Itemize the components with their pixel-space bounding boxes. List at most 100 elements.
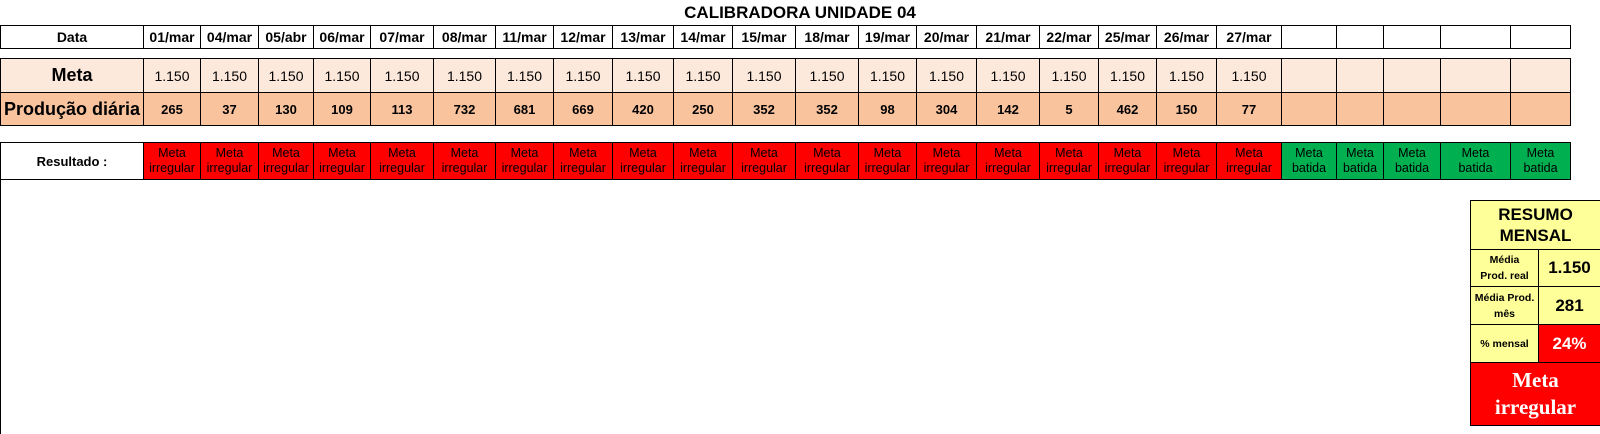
producao-cell: 109: [313, 92, 371, 126]
producao-cell: 250: [673, 92, 733, 126]
date-cell: 20/mar: [916, 25, 977, 49]
meta-cell: 1.150: [795, 58, 859, 93]
resultado-cell-meta-irregular: Meta irregular: [258, 142, 314, 180]
resultado-line2: irregular: [501, 161, 548, 175]
meta-row: Meta 1.150 1.150 1.150 1.150 1.150 1.150 1.150…: [0, 58, 1571, 93]
producao-cell: 669: [553, 92, 613, 126]
resultado-line2: irregular: [149, 161, 195, 175]
producao-cell: 732: [433, 92, 496, 126]
date-cell: 11/mar: [495, 25, 554, 49]
resultado-cell-meta-irregular: Meta irregular: [553, 142, 613, 180]
resultado-cell-meta-irregular: Meta irregular: [313, 142, 371, 180]
producao-cell: [1336, 92, 1384, 126]
meta-cell: 1.150: [258, 58, 314, 93]
producao-cell: 304: [916, 92, 977, 126]
meta-label: Meta: [0, 58, 144, 93]
pct-mensal-label: % mensal: [1470, 324, 1539, 363]
date-cell: 06/mar: [313, 25, 371, 49]
meta-cell: 1.150: [143, 58, 201, 93]
date-cell: 18/mar: [795, 25, 859, 49]
producao-cell: 113: [370, 92, 434, 126]
date-cell: 13/mar: [612, 25, 674, 49]
media-mes-label-1: Média Prod.: [1474, 291, 1535, 304]
resultado-line1: Meta: [1055, 146, 1083, 160]
resultado-line2: irregular: [560, 161, 606, 175]
meta-cell: 1.150: [916, 58, 977, 93]
resultado-cell-meta-irregular: Meta irregular: [916, 142, 977, 180]
resumo-mensal: RESUMO MENSAL Média Prod. real 1.150 Méd…: [1470, 200, 1600, 426]
resultado-line2: irregular: [441, 161, 488, 175]
resultado-cell-meta-irregular: Meta irregular: [858, 142, 917, 180]
sheet-title: CALIBRADORA UNIDADE 04: [684, 3, 916, 22]
producao-cell: [1510, 92, 1571, 126]
resumo-title-line1: RESUMO: [1498, 205, 1573, 224]
producao-label: Produção diária: [0, 92, 144, 126]
resultado-line2: irregular: [1163, 161, 1210, 175]
resultado-line2: irregular: [206, 161, 253, 175]
resultado-cell-meta-irregular: Meta irregular: [433, 142, 496, 180]
date-cell: [1510, 25, 1571, 49]
resultado-cell-meta-irregular: Meta irregular: [732, 142, 796, 180]
resultado-cell-meta-batida: Meta batida: [1281, 142, 1337, 180]
producao-cell: [1440, 92, 1511, 126]
producao-cell: 98: [858, 92, 917, 126]
resultado-line2: irregular: [985, 161, 1031, 175]
producao-cell: 130: [258, 92, 314, 126]
values-table: Meta 1.150 1.150 1.150 1.150 1.150 1.150 1.150…: [0, 58, 1571, 126]
date-cell: 12/mar: [553, 25, 613, 49]
resultado-line2: batida: [1394, 161, 1430, 175]
date-cell: 07/mar: [370, 25, 434, 49]
producao-cell: 142: [976, 92, 1040, 126]
meta-cell: 1.150: [976, 58, 1040, 93]
status-badge: Meta irregular: [1470, 362, 1600, 426]
date-cell: 14/mar: [673, 25, 733, 49]
resultado-cell-meta-irregular: Meta irregular: [1039, 142, 1099, 180]
resultado-cell-meta-irregular: Meta irregular: [795, 142, 859, 180]
meta-cell: 1.150: [553, 58, 613, 93]
resultado-line2: irregular: [379, 161, 425, 175]
resultado-line1: Meta: [1398, 146, 1426, 160]
media-mes-label-2: mês: [1493, 307, 1515, 320]
resultado-cell-meta-irregular: Meta irregular: [1156, 142, 1217, 180]
resultado-cell-meta-irregular: Meta irregular: [143, 142, 201, 180]
resumo-title-line2: MENSAL: [1499, 226, 1572, 245]
meta-cell: 1.150: [1156, 58, 1217, 93]
resultado-line1: Meta: [813, 146, 841, 160]
date-cell: 19/mar: [858, 25, 917, 49]
resultado-line2: irregular: [680, 161, 726, 175]
pct-mensal-value: 24%: [1538, 324, 1600, 363]
resultado-line1: Meta: [328, 146, 356, 160]
resultado-cell-meta-irregular: Meta irregular: [1216, 142, 1282, 180]
resultado-cell-meta-irregular: Meta irregular: [673, 142, 733, 180]
producao-cell: 150: [1156, 92, 1217, 126]
meta-cell: 1.150: [370, 58, 434, 93]
resultado-label: Resultado :: [0, 142, 144, 180]
resultado-line1: Meta: [1295, 146, 1323, 160]
producao-cell: 352: [732, 92, 796, 126]
status-line1: Meta: [1512, 368, 1559, 392]
meta-cell: 1.150: [1098, 58, 1157, 93]
resultado-line1: Meta: [272, 146, 300, 160]
date-cell: [1336, 25, 1384, 49]
resultado-line1: Meta: [750, 146, 778, 160]
resultado-line2: irregular: [864, 161, 911, 175]
resultado-line1: Meta: [1526, 146, 1555, 160]
resultado-line2: batida: [1291, 161, 1327, 175]
meta-cell: 1.150: [858, 58, 917, 93]
producao-cell: [1383, 92, 1441, 126]
date-cell: 27/mar: [1216, 25, 1282, 49]
date-cell: 05/abr: [258, 25, 314, 49]
resultado-line2: irregular: [620, 161, 666, 175]
resultado-cell-meta-batida: Meta batida: [1336, 142, 1384, 180]
meta-cell: 1.150: [200, 58, 259, 93]
date-cell: 21/mar: [976, 25, 1040, 49]
resultado-line1: Meta: [158, 146, 186, 160]
resultado-cell-meta-irregular: Meta irregular: [495, 142, 554, 180]
resultado-line1: Meta: [510, 146, 539, 160]
result-table: Resultado : Meta irregular Meta irregular Me…: [0, 142, 1571, 180]
resultado-line1: Meta: [1346, 146, 1374, 160]
resultado-line2: irregular: [741, 161, 787, 175]
producao-cell: [1281, 92, 1337, 126]
resultado-line2: irregular: [1104, 161, 1151, 175]
media-mes-value: 281: [1538, 286, 1600, 325]
